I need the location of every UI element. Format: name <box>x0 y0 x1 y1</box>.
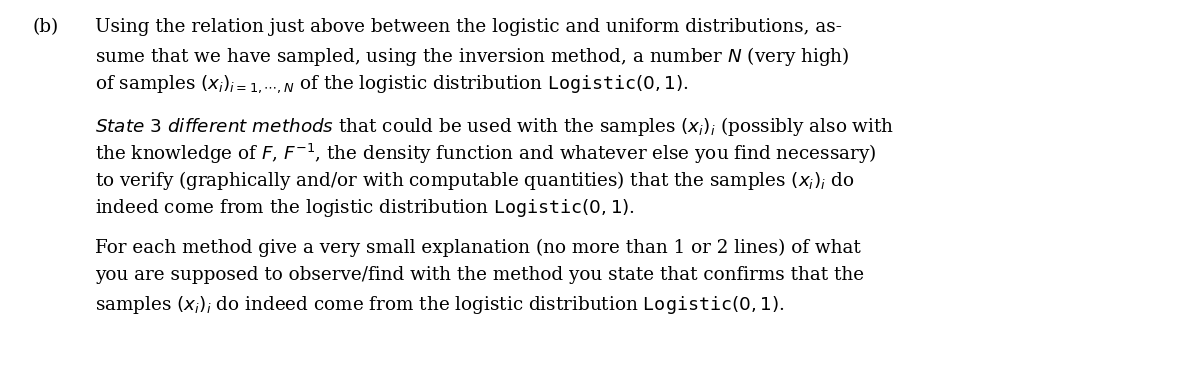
Text: For each method give a very small explanation (no more than 1 or 2 lines) of wha: For each method give a very small explan… <box>95 238 860 257</box>
Text: to verify (graphically and/or with computable quantities) that the samples $(x_i: to verify (graphically and/or with compu… <box>95 169 854 192</box>
Text: (b): (b) <box>32 18 59 36</box>
Text: the knowledge of $F$, $F^{-1}$, the density function and whatever else you find : the knowledge of $F$, $F^{-1}$, the dens… <box>95 142 876 166</box>
Text: samples $(x_i)_i$ do indeed come from the logistic distribution $\mathtt{Logisti: samples $(x_i)_i$ do indeed come from th… <box>95 293 785 315</box>
Text: $\mathit{State\ 3\ different\ methods}$ that could be used with the samples $(x_: $\mathit{State\ 3\ different\ methods}$ … <box>95 114 894 137</box>
Text: of samples $(x_i)_{i=1,\cdots,N}$ of the logistic distribution $\mathtt{Logistic: of samples $(x_i)_{i=1,\cdots,N}$ of the… <box>95 73 689 95</box>
Text: indeed come from the logistic distribution $\mathtt{Logistic}(0,1)$.: indeed come from the logistic distributi… <box>95 197 635 219</box>
Text: you are supposed to observe/find with the method you state that confirms that th: you are supposed to observe/find with th… <box>95 266 864 284</box>
Text: sume that we have sampled, using the inversion method, a number $N$ (very high): sume that we have sampled, using the inv… <box>95 45 850 69</box>
Text: Using the relation just above between the logistic and uniform distributions, as: Using the relation just above between th… <box>95 18 842 36</box>
